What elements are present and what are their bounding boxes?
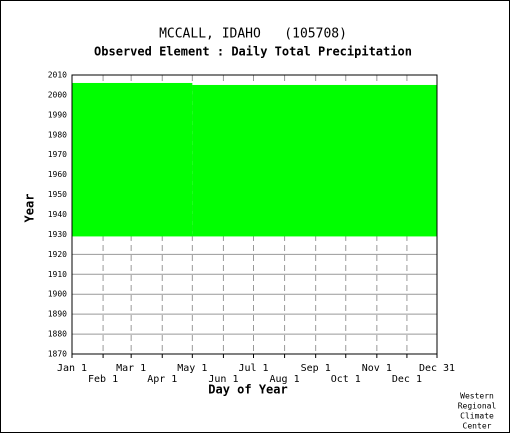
y-tick-label: 1880 xyxy=(48,330,67,339)
y-tick-label: 2000 xyxy=(48,90,67,99)
x-tick-label: Feb 1 xyxy=(88,374,118,385)
x-tick-label: Nov 1 xyxy=(362,363,392,374)
data-band xyxy=(72,82,193,237)
x-tick-label: Jun 1 xyxy=(208,374,238,385)
chart-subtitle: Observed Element : Daily Total Precipita… xyxy=(94,45,412,59)
y-tick-label: 2010 xyxy=(48,71,67,80)
y-tick-label: 1910 xyxy=(48,270,67,279)
x-tick-label: May 1 xyxy=(177,363,207,374)
x-axis-label: Day of Year xyxy=(208,383,287,397)
plot-border xyxy=(71,74,438,355)
y-tick-label: 1920 xyxy=(48,250,67,259)
credit: Climate xyxy=(460,412,494,421)
y-tick-label: 1950 xyxy=(48,190,67,199)
y-tick-label: 1900 xyxy=(48,290,67,299)
x-tick-label: Jul 1 xyxy=(238,363,268,374)
x-tick-label: Dec 1 xyxy=(392,374,422,385)
x-tick-label: Oct 1 xyxy=(331,374,361,385)
y-tick-label: 1890 xyxy=(48,310,67,319)
x-tick-label: Apr 1 xyxy=(147,374,177,385)
credit: Regional xyxy=(458,402,497,411)
y-tick-label: 1940 xyxy=(48,210,67,219)
y-tick-label: 1870 xyxy=(48,350,67,359)
y-tick-label: 1970 xyxy=(48,150,67,159)
x-tick-label: Sep 1 xyxy=(301,363,331,374)
data-band xyxy=(192,84,437,237)
y-axis-label: Year xyxy=(23,194,37,223)
y-tick-label: 1960 xyxy=(48,170,67,179)
x-tick-label: Aug 1 xyxy=(270,374,300,385)
credit: Western xyxy=(460,392,494,401)
x-tick-label: Dec 31 xyxy=(419,363,455,374)
y-tick-label: 1930 xyxy=(48,230,67,239)
y-tick-label: 1990 xyxy=(48,110,67,119)
x-tick-label: Mar 1 xyxy=(116,363,146,374)
y-tick-label: 1980 xyxy=(48,130,67,139)
credit: Center xyxy=(463,422,492,431)
chart-title: MCCALL, IDAHO (105708) xyxy=(159,27,347,42)
x-tick-label: Jan 1 xyxy=(57,363,87,374)
